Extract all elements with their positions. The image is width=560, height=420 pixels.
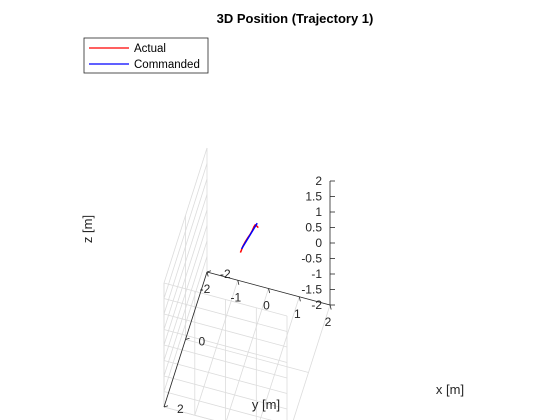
legend-label-commanded: Commanded	[134, 59, 200, 71]
gridline	[194, 280, 239, 416]
y-tick-mark	[237, 280, 240, 285]
gridline	[163, 147, 208, 284]
x-axis-label: x [m]	[436, 382, 464, 397]
z-tick-label: 1.5	[305, 190, 322, 204]
gridline	[163, 360, 288, 394]
gridline	[226, 288, 269, 420]
gridline	[163, 178, 208, 315]
y-tick-label: -2	[200, 282, 211, 296]
gridline	[163, 194, 208, 330]
gridline	[163, 298, 288, 332]
y-axis-label: y [m]	[252, 397, 280, 412]
y-tick-label: -1	[230, 290, 241, 304]
z-tick-label: -1	[311, 267, 322, 281]
gridline	[259, 296, 300, 420]
series-line-actual	[239, 223, 259, 253]
gridline	[163, 240, 208, 377]
z-tick-label: -2	[311, 298, 322, 312]
z-tick-label: 0	[315, 236, 322, 250]
z-tick-label: -1.5	[301, 283, 322, 297]
y-tick-label: 2	[325, 315, 332, 329]
x-tick-label: 2	[177, 402, 184, 416]
axes	[163, 180, 335, 408]
y-tick-mark	[329, 304, 332, 310]
gridline	[163, 406, 214, 420]
x-tick-label: 0	[199, 335, 206, 349]
gridline	[292, 304, 331, 420]
gridline	[163, 225, 208, 361]
z-tick-label: 2	[315, 174, 322, 188]
series	[239, 222, 259, 253]
legend: Actual Commanded	[83, 37, 209, 74]
chart-title: 3D Position (Trajectory 1)	[217, 11, 374, 26]
y-tick-label: 1	[294, 307, 301, 321]
gridline	[163, 344, 288, 379]
legend-label-actual: Actual	[134, 43, 166, 55]
gridline	[163, 209, 208, 346]
y-tick-mark	[206, 271, 209, 277]
y-tick-label: 0	[263, 299, 270, 313]
z-tick-label: 1	[315, 205, 322, 219]
z-axis-label: z [m]	[80, 215, 95, 243]
x-tick-mark	[163, 405, 169, 408]
legend-box	[83, 37, 209, 74]
x-tick-mark	[206, 270, 212, 273]
x-tick-mark	[185, 337, 190, 340]
gridline	[163, 329, 288, 363]
z-tick-label: -0.5	[301, 252, 322, 266]
gridline	[163, 375, 288, 410]
x-tick-label: -2	[220, 267, 231, 281]
gridline	[163, 391, 272, 420]
y-tick-mark	[298, 296, 301, 302]
gridline	[163, 313, 288, 348]
y-tick-mark	[268, 288, 271, 294]
z-tick-label: 0.5	[305, 221, 322, 235]
gridline	[163, 163, 208, 299]
gridline	[163, 256, 208, 392]
series-line-commanded	[240, 222, 258, 250]
gridline	[163, 282, 288, 317]
